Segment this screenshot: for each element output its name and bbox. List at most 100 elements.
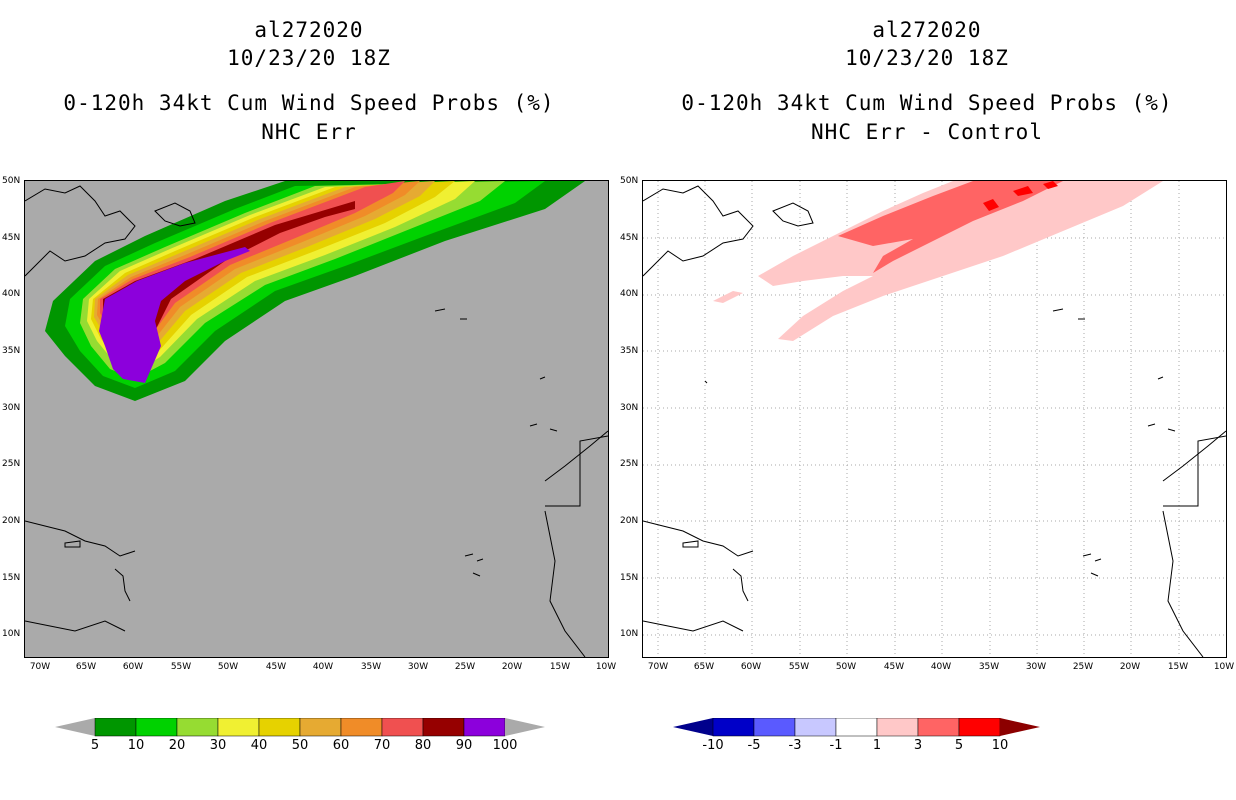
plot-title: 0-120h 34kt Cum Wind Speed Probs (%) [681, 91, 1173, 115]
lat-label: 35N [620, 346, 639, 356]
colorbar-label: -10 [702, 738, 724, 753]
colorbar-label: 60 [332, 738, 350, 753]
lat-label: 10N [2, 629, 21, 639]
colorbar [673, 718, 1040, 737]
colorbar-label: -1 [829, 738, 843, 753]
lat-label: 45N [620, 233, 639, 243]
lon-label: 45W [883, 662, 905, 672]
lon-label: 45W [265, 662, 287, 672]
colorbar-high-arrow [505, 718, 545, 736]
colorbar-segment [876, 718, 919, 737]
colorbar-label: -5 [747, 738, 761, 753]
lon-label: 35W [360, 662, 382, 672]
gridlines [643, 181, 1226, 657]
difference-map [642, 180, 1227, 658]
colorbar-high-arrow [1000, 718, 1040, 736]
lat-label: 10N [620, 629, 639, 639]
lon-label: 50W [835, 662, 857, 672]
colorbar-label: 20 [168, 738, 186, 753]
lon-label: 50W [217, 662, 239, 672]
difference-contours [713, 181, 1163, 341]
lon-label: 65W [693, 662, 715, 672]
colorbar-segment [712, 718, 755, 737]
lon-label: 30W [1025, 662, 1047, 672]
lon-label: 25W [1072, 662, 1094, 672]
probability-map [24, 180, 609, 658]
plot-title: 0-120h 34kt Cum Wind Speed Probs (%) [63, 91, 555, 115]
lon-label: 10W [595, 662, 617, 672]
colorbar-label: 1 [872, 738, 882, 753]
lat-label: 20N [620, 516, 639, 526]
datetime: 10/23/20 18Z [227, 46, 391, 70]
colorbar-segment [135, 718, 178, 737]
colorbar [55, 718, 545, 737]
lat-label: 40N [620, 289, 639, 299]
lon-label: 15W [1167, 662, 1189, 672]
lat-label: 15N [2, 573, 21, 583]
lon-label: 55W [170, 662, 192, 672]
colorbar-segment [753, 718, 796, 737]
colorbar-segment [958, 718, 1001, 737]
lon-label: 25W [454, 662, 476, 672]
colorbar-segment [381, 718, 424, 737]
lon-label: 60W [122, 662, 144, 672]
lat-label: 40N [2, 289, 21, 299]
colorbar-label: 90 [455, 738, 473, 753]
probability-swath [45, 181, 585, 401]
lon-label: 30W [407, 662, 429, 672]
lon-label: 55W [788, 662, 810, 672]
colorbar-segment [835, 718, 878, 737]
lat-label: 25N [2, 459, 21, 469]
lat-label: 30N [2, 403, 21, 413]
colorbar-label: 5 [954, 738, 964, 753]
lon-label: 20W [1119, 662, 1141, 672]
colorbar-label: -3 [788, 738, 802, 753]
colorbar-segment [794, 718, 837, 737]
lon-label: 35W [978, 662, 1000, 672]
lon-label: 60W [740, 662, 762, 672]
storm-id: al272020 [872, 18, 982, 42]
lat-label: 50N [2, 176, 21, 186]
lon-label: 40W [312, 662, 334, 672]
colorbar-label: 100 [492, 738, 518, 753]
right-panel: al272020 10/23/20 18Z 0-120h 34kt Cum Wi… [618, 0, 1236, 800]
left-panel: al272020 10/23/20 18Z 0-120h 34kt Cum Wi… [2, 18, 617, 753]
plot-subtitle: NHC Err [261, 120, 357, 144]
colorbar-label: 5 [90, 738, 100, 753]
colorbar-low-arrow [673, 718, 713, 736]
datetime: 10/23/20 18Z [845, 46, 1009, 70]
lat-label: 35N [2, 346, 21, 356]
colorbar-segment [217, 718, 260, 737]
colorbar-segment [340, 718, 383, 737]
colorbar-label: 3 [913, 738, 923, 753]
colorbar-segment [94, 718, 137, 737]
colorbar-label: 10 [127, 738, 145, 753]
colorbar-low-arrow [55, 718, 95, 736]
plot-subtitle: NHC Err - Control [811, 120, 1043, 144]
lon-label: 20W [501, 662, 523, 672]
lon-label: 65W [75, 662, 97, 672]
colorbar-segment [917, 718, 960, 737]
coastlines [25, 185, 608, 657]
colorbar-label: 30 [209, 738, 227, 753]
lon-label: 70W [647, 662, 669, 672]
colorbar-label: 10 [991, 738, 1009, 753]
storm-id: al272020 [254, 18, 364, 42]
lat-label: 45N [2, 233, 21, 243]
lat-label: 25N [620, 459, 639, 469]
colorbar-label: 50 [291, 738, 309, 753]
colorbar-segment [422, 718, 465, 737]
lon-label: 10W [1213, 662, 1235, 672]
colorbar-label: 70 [373, 738, 391, 753]
lat-label: 15N [620, 573, 639, 583]
lat-label: 50N [620, 176, 639, 186]
colorbar-segment [463, 718, 506, 737]
colorbar-segment [176, 718, 219, 737]
lat-label: 30N [620, 403, 639, 413]
colorbar-label: 80 [414, 738, 432, 753]
lon-label: 15W [549, 662, 571, 672]
colorbar-segment [299, 718, 342, 737]
coastlines [643, 185, 1226, 657]
lat-label: 20N [2, 516, 21, 526]
lon-label: 40W [930, 662, 952, 672]
